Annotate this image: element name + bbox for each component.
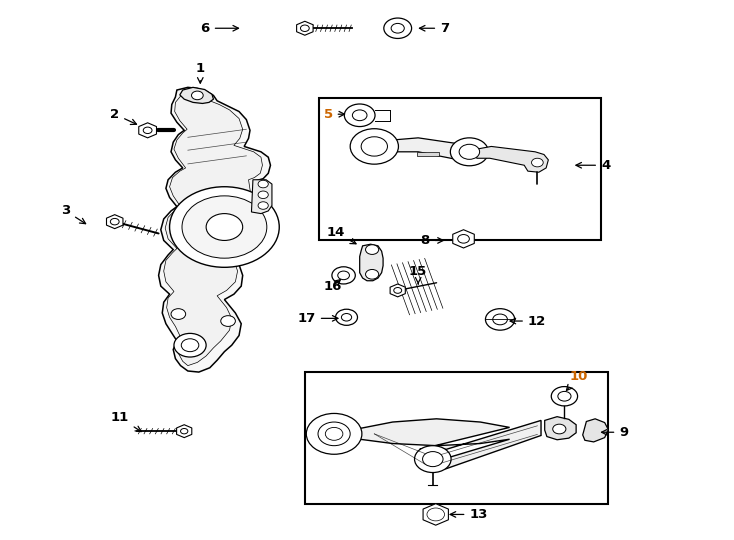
Polygon shape <box>393 138 470 159</box>
Polygon shape <box>545 417 576 440</box>
Text: 16: 16 <box>324 280 342 293</box>
Circle shape <box>366 269 379 279</box>
Circle shape <box>366 245 379 254</box>
Bar <box>417 152 439 156</box>
Polygon shape <box>583 419 608 442</box>
Circle shape <box>352 110 367 120</box>
Text: 3: 3 <box>61 205 86 224</box>
Text: 8: 8 <box>421 234 443 247</box>
Circle shape <box>171 309 186 320</box>
Circle shape <box>415 446 451 472</box>
Circle shape <box>325 427 343 440</box>
Circle shape <box>553 424 566 434</box>
Polygon shape <box>360 419 541 469</box>
Bar <box>319 98 601 240</box>
Text: 7: 7 <box>419 22 449 35</box>
Text: 14: 14 <box>327 226 356 244</box>
Text: 2: 2 <box>110 107 137 124</box>
Circle shape <box>393 287 401 293</box>
Circle shape <box>558 392 571 401</box>
Polygon shape <box>360 244 383 281</box>
Text: 5: 5 <box>324 107 344 121</box>
Polygon shape <box>252 180 272 214</box>
Circle shape <box>143 127 152 133</box>
Circle shape <box>458 234 469 243</box>
Circle shape <box>391 23 404 33</box>
Circle shape <box>384 18 412 38</box>
Polygon shape <box>164 93 263 366</box>
Polygon shape <box>180 87 214 104</box>
Polygon shape <box>297 21 313 35</box>
Polygon shape <box>177 425 192 437</box>
Circle shape <box>332 267 355 284</box>
Circle shape <box>427 508 445 521</box>
Text: 1: 1 <box>196 62 205 83</box>
Circle shape <box>429 510 443 519</box>
Circle shape <box>306 414 362 454</box>
Polygon shape <box>453 230 474 248</box>
Circle shape <box>551 387 578 406</box>
Circle shape <box>192 91 203 100</box>
Text: 15: 15 <box>409 265 427 284</box>
Polygon shape <box>423 504 448 525</box>
Text: 17: 17 <box>297 312 338 325</box>
Text: 9: 9 <box>601 426 628 438</box>
Circle shape <box>182 196 267 258</box>
Circle shape <box>341 314 352 321</box>
Circle shape <box>258 180 269 188</box>
Polygon shape <box>106 215 123 228</box>
Circle shape <box>318 422 350 446</box>
Polygon shape <box>390 284 405 297</box>
Circle shape <box>531 158 543 167</box>
Polygon shape <box>139 123 156 138</box>
Circle shape <box>258 191 269 199</box>
Circle shape <box>361 137 388 156</box>
Text: 6: 6 <box>200 22 239 35</box>
Circle shape <box>335 309 357 325</box>
Circle shape <box>485 309 515 330</box>
Circle shape <box>459 144 479 159</box>
Text: 12: 12 <box>510 314 546 328</box>
Circle shape <box>350 129 399 164</box>
Circle shape <box>170 187 279 267</box>
Circle shape <box>206 214 243 240</box>
Circle shape <box>221 316 236 326</box>
Circle shape <box>344 104 375 126</box>
Circle shape <box>258 202 269 210</box>
Circle shape <box>174 333 206 357</box>
Text: 11: 11 <box>111 411 141 431</box>
Polygon shape <box>159 87 270 372</box>
Circle shape <box>451 138 488 166</box>
Text: 4: 4 <box>576 159 610 172</box>
Circle shape <box>423 451 443 467</box>
Circle shape <box>181 339 199 352</box>
Bar <box>305 372 608 504</box>
Polygon shape <box>476 146 548 172</box>
Circle shape <box>181 428 188 434</box>
Text: 13: 13 <box>450 508 488 521</box>
Text: 10: 10 <box>567 370 588 390</box>
Circle shape <box>493 314 507 325</box>
Circle shape <box>338 271 349 280</box>
Circle shape <box>110 218 119 225</box>
Circle shape <box>300 25 309 31</box>
